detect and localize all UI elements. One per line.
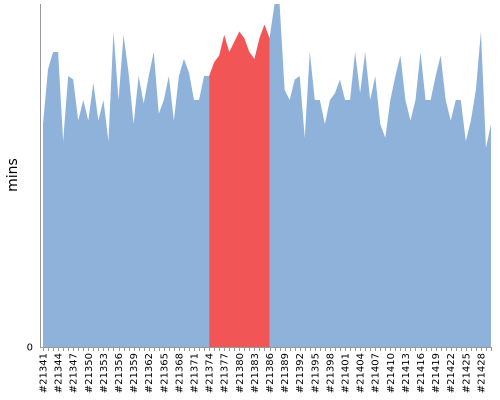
x-tick-label: #21368: [174, 353, 185, 393]
x-tick-label: #21341: [39, 353, 50, 393]
x-tick-label: #21344: [54, 353, 65, 393]
x-tick-label: #21395: [310, 353, 321, 393]
x-tick-label: #21371: [190, 353, 201, 393]
x-tick-label: #21374: [205, 353, 216, 393]
x-tick-label: #21404: [356, 353, 367, 393]
y-axis-title: mins: [5, 158, 21, 192]
x-tick-label: #21392: [295, 353, 306, 393]
x-tick-label: #21398: [325, 353, 336, 393]
y-tick-label: 0: [27, 343, 33, 354]
x-tick-label: #21410: [386, 353, 397, 393]
x-tick-label: #21416: [416, 353, 427, 393]
x-tick-label: #21425: [461, 353, 472, 393]
x-tick-label: #21359: [129, 353, 140, 393]
x-tick-label: #21419: [431, 353, 442, 393]
x-tick-group: #21341 #21344 #21347 #21350 #21353 #21356 #213…: [39, 347, 492, 393]
area-segment-1: [43, 31, 210, 347]
x-tick-label: #21362: [144, 353, 155, 393]
y-tick-group: 0: [27, 343, 33, 354]
x-tick-label: #21407: [371, 353, 382, 393]
x-tick-label: #21386: [265, 353, 276, 393]
x-tick-label: #21365: [159, 353, 170, 393]
area-segment-3: [269, 4, 491, 347]
x-tick-label: #21383: [250, 353, 261, 393]
x-tick-label: #21353: [99, 353, 110, 393]
x-tick-label: #21350: [84, 353, 95, 393]
x-tick-label: #21389: [280, 353, 291, 393]
x-tick-label: #21428: [476, 353, 487, 393]
x-tick-label: #21413: [401, 353, 412, 393]
x-tick-label: #21380: [235, 353, 246, 393]
x-tick-label: #21356: [114, 353, 125, 393]
x-tick-label: #21422: [446, 353, 457, 393]
axes-group: [40, 4, 492, 348]
x-tick-label: #21401: [341, 353, 352, 393]
area-series-group: [43, 4, 491, 348]
x-tick-label: #21377: [220, 353, 231, 393]
area-segment-2: [209, 24, 270, 348]
x-tick-label: #21347: [69, 353, 80, 393]
